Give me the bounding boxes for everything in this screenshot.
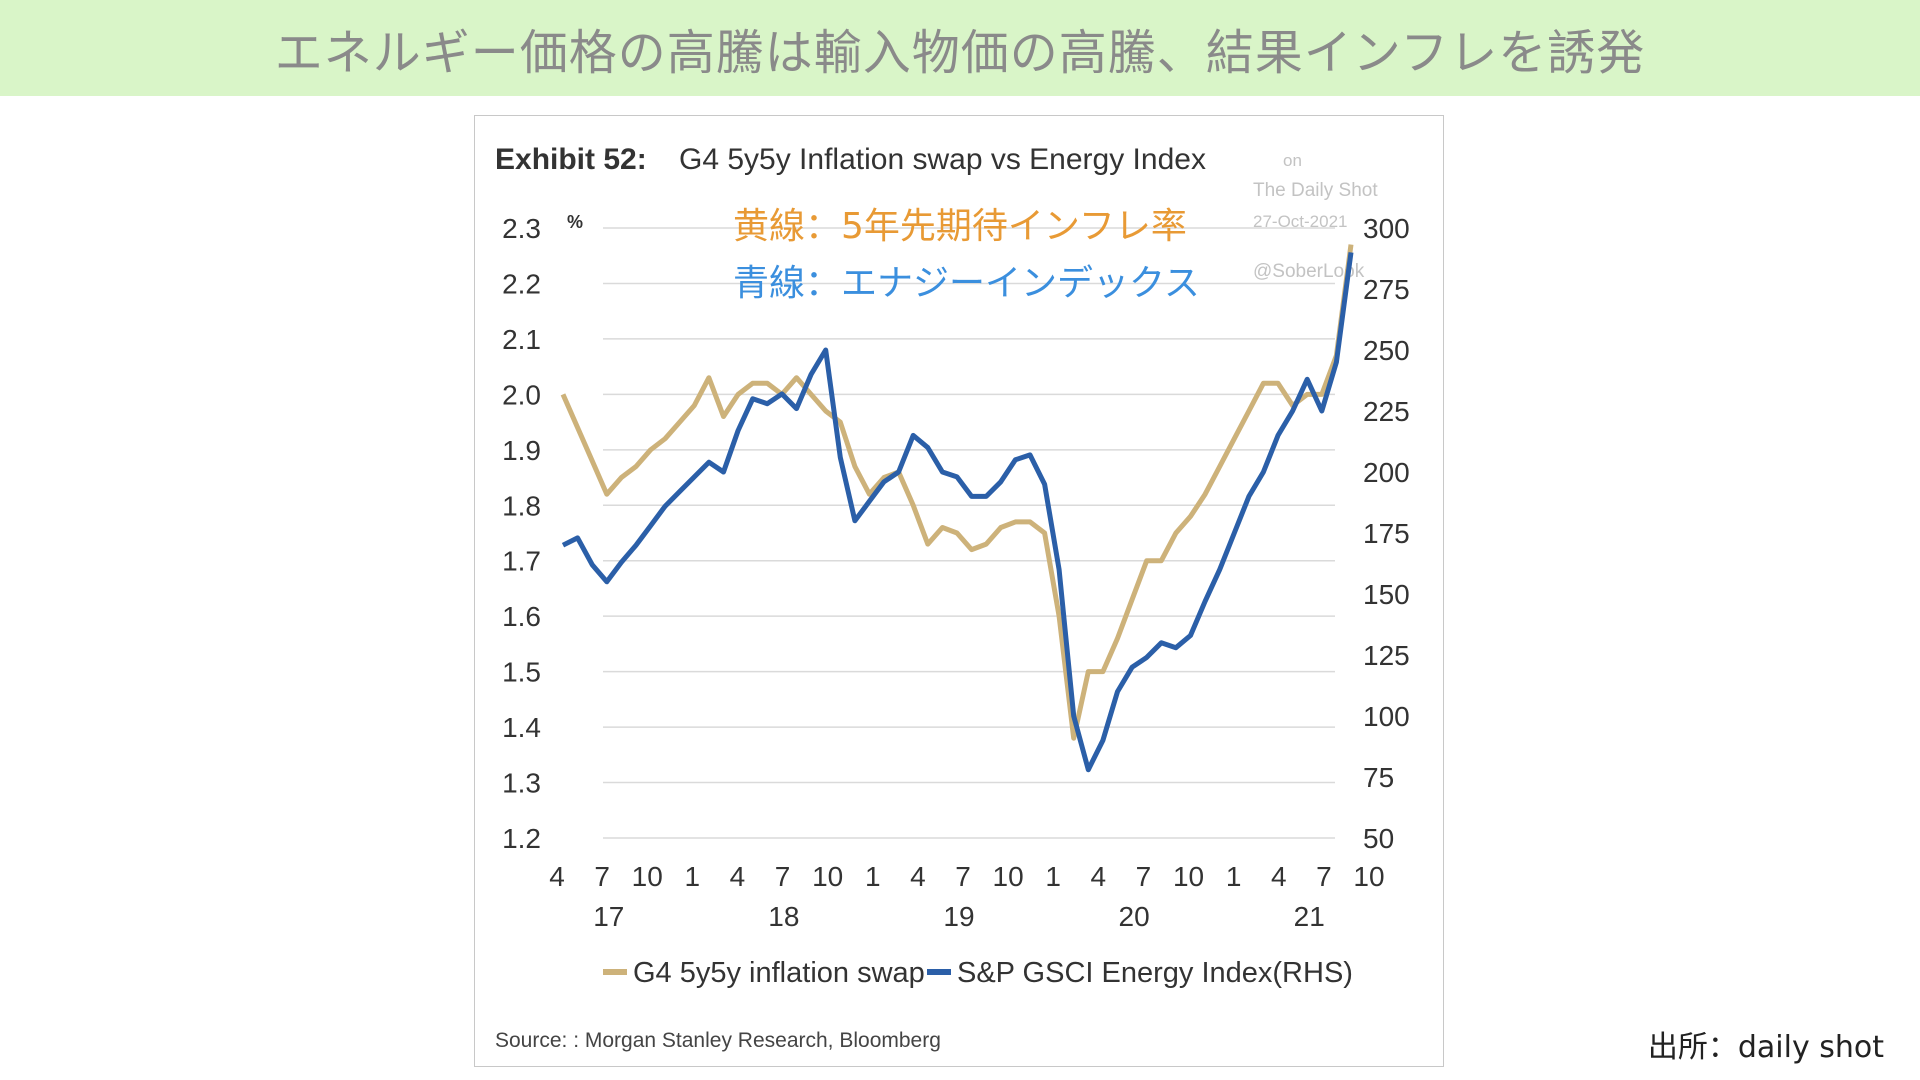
chart-frame: Exhibit 52: G4 5y5y Inflation swap vs En…	[474, 115, 1444, 1067]
right-tick-label: 200	[1363, 457, 1410, 488]
energy-index-line	[561, 252, 1354, 773]
x-year-tick-label: 18	[768, 901, 799, 932]
chart-svg: Exhibit 52: G4 5y5y Inflation swap vs En…	[495, 143, 1410, 1052]
right-tick-label: 225	[1363, 396, 1410, 427]
x-month-tick-label: 4	[549, 861, 565, 892]
right-tick-label: 150	[1363, 579, 1410, 610]
right-tick-label: 250	[1363, 335, 1410, 366]
left-tick-label: 1.6	[502, 601, 541, 632]
x-month-tick-label: 4	[1091, 861, 1107, 892]
left-tick-label: 1.9	[502, 435, 541, 466]
series-layer	[560, 244, 1354, 773]
x-month-tick-label: 7	[955, 861, 971, 892]
watermark-line-1: on	[1283, 151, 1302, 170]
left-tick-label: 1.8	[502, 490, 541, 521]
right-tick-label: 300	[1363, 213, 1410, 244]
x-month-tick-label: 4	[1271, 861, 1287, 892]
chart-source: Source: : Morgan Stanley Research, Bloom…	[495, 1029, 941, 1052]
x-month-tick-label: 10	[993, 861, 1024, 892]
legend-label-inflation: G4 5y5y inflation swap	[633, 957, 925, 989]
x-month-tick-label: 7	[1136, 861, 1152, 892]
x-month-tick-label: 7	[594, 861, 610, 892]
x-month-tick-label: 10	[812, 861, 843, 892]
x-month-tick-label: 10	[1173, 861, 1204, 892]
annotation-inflation: 黄線：5年先期待インフレ率	[733, 206, 1187, 247]
x-month-tick-label: 1	[865, 861, 881, 892]
watermark-line-4: @SoberLook	[1253, 261, 1365, 282]
x-month-tick-label: 7	[775, 861, 791, 892]
x-year-tick-label: 19	[943, 901, 974, 932]
x-year-tick-label: 21	[1294, 901, 1325, 932]
right-tick-label: 50	[1363, 823, 1394, 854]
x-month-tick-label: 7	[1316, 861, 1332, 892]
right-tick-label: 100	[1363, 701, 1410, 732]
watermark-line-2: The Daily Shot	[1253, 180, 1378, 201]
source-credit: 出所：daily shot	[1647, 1030, 1884, 1065]
x-month-tick-label: 4	[910, 861, 926, 892]
legend-label-energy: S&P GSCI Energy Index(RHS)	[957, 957, 1353, 989]
left-tick-label: 2.2	[502, 268, 541, 299]
left-tick-label: 1.5	[502, 657, 541, 688]
gridlines	[603, 227, 1335, 839]
left-axis: 1.2 1.3 1.4 1.5 1.6 1.7 1.8 1.9 2.0 2.1 2.2 2.3	[502, 213, 541, 854]
chart-title: G4 5y5y Inflation swap vs Energy Index	[679, 143, 1206, 176]
left-tick-label: 2.3	[502, 213, 541, 244]
left-tick-label: 1.7	[502, 546, 541, 577]
chart-exhibit-label: Exhibit 52:	[495, 143, 647, 176]
left-tick-label: 2.1	[502, 324, 541, 355]
x-month-tick-label: 1	[1226, 861, 1242, 892]
inflation-swap-line	[560, 244, 1354, 741]
right-axis: 50 75 100 125 150 175 200 225 250 275 300	[1363, 213, 1410, 854]
slide-title-band: エネルギー価格の高騰は輸入物価の高騰、結果インフレを誘発	[0, 0, 1920, 96]
x-month-tick-label: 10	[632, 861, 663, 892]
right-tick-label: 175	[1363, 518, 1410, 549]
watermark-line-3: 27-Oct-2021	[1253, 212, 1348, 231]
annotation-energy: 青線：エナジーインデックス	[733, 263, 1200, 304]
left-tick-label: 1.2	[502, 823, 541, 854]
right-tick-label: 75	[1363, 762, 1394, 793]
left-axis-unit: %	[567, 212, 583, 232]
left-tick-label: 1.3	[502, 768, 541, 799]
right-tick-label: 125	[1363, 640, 1410, 671]
slide-title: エネルギー価格の高騰は輸入物価の高騰、結果インフレを誘発	[274, 25, 1646, 81]
x-year-tick-label: 20	[1119, 901, 1150, 932]
x-month-tick-label: 1	[1045, 861, 1061, 892]
left-tick-label: 1.4	[502, 712, 541, 743]
x-month-tick-label: 1	[685, 861, 701, 892]
right-tick-label: 275	[1363, 274, 1410, 305]
x-year-tick-label: 17	[593, 901, 624, 932]
x-month-tick-label: 10	[1353, 861, 1384, 892]
x-month-tick-label: 4	[730, 861, 746, 892]
legend: G4 5y5y inflation swap S&P GSCI Energy I…	[603, 957, 1353, 989]
left-tick-label: 2.0	[502, 379, 541, 410]
